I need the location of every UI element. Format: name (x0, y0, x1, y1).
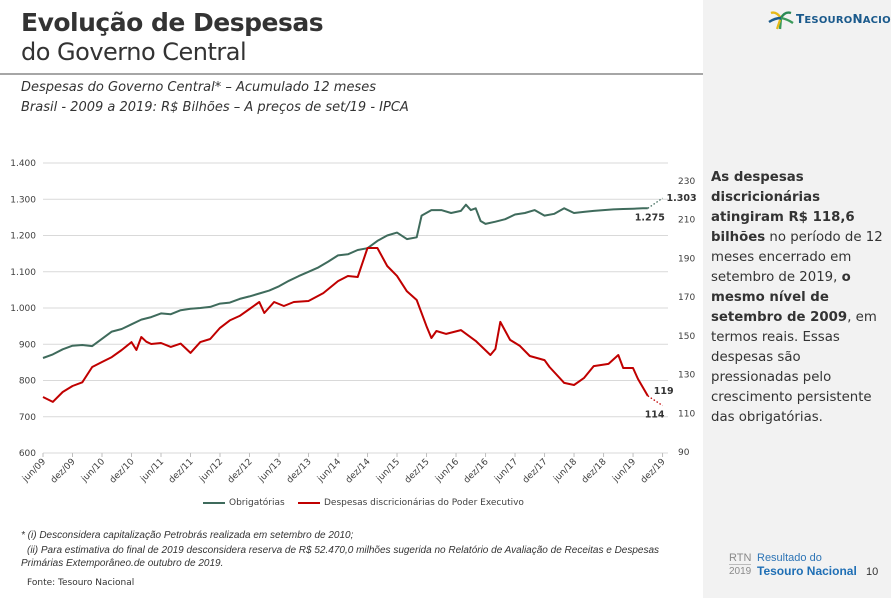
chart-subtitle-2: Brasil - 2009 a 2019: R$ Bilhões – A pre… (21, 100, 409, 115)
legend-swatch-discricionarias (298, 502, 320, 504)
left-axis-tick-label: 1.400 (10, 159, 36, 169)
x-axis-tick-label: jun/10 (79, 457, 107, 485)
chart-subtitle-1: Despesas do Governo Central* – Acumulado… (21, 80, 376, 95)
x-axis-tick-label: dez/18 (580, 457, 609, 486)
projection-line (647, 395, 663, 407)
page-title: Evolução de Despesas (21, 8, 324, 37)
gridlines (43, 162, 668, 454)
series-line-discricionarias (42, 247, 649, 403)
legend-swatch-obrigatorias (203, 502, 225, 504)
data-label-obrigatorias-dez19: 1.303 (667, 193, 697, 204)
palm-star-icon (768, 11, 794, 30)
right-axis-ticks: 90 110 130 150 170 190 210 230 (678, 177, 695, 458)
rtn-year: 2019 (729, 566, 752, 577)
right-axis-tick-label: 90 (678, 448, 690, 458)
x-axis-tick-label: dez/09 (49, 457, 78, 486)
legend-item-obrigatorias: Obrigatórias (203, 498, 285, 508)
x-axis-tick-label: jun/09 (20, 457, 48, 485)
x-axis-tick-label: jun/19 (610, 457, 638, 485)
legend-item-discricionarias: Despesas discricionárias do Poder Execut… (298, 498, 524, 508)
expenses-line-chart: 600 700 800 900 1.000 1.100 1.200 1.300 1.400 90… (10, 159, 697, 486)
legend-label-discricionarias: Despesas discricionárias do Poder Execut… (324, 498, 524, 508)
tesouro-nacional-logo: TESOURONACIONAL (768, 8, 891, 30)
summary-text-1: no período de 12 meses encerrado em sete… (711, 230, 883, 285)
left-axis-tick-label: 1.200 (10, 232, 36, 242)
left-axis-ticks: 600 700 800 900 1.000 1.100 1.200 1.300 1.400 (10, 159, 36, 459)
right-axis-tick-label: 190 (678, 254, 695, 264)
logo-text: TESOURONACIONAL (796, 12, 891, 26)
data-label-obrigatorias-set19: 1.275 (635, 212, 665, 223)
right-axis-tick-label: 170 (678, 293, 695, 303)
legend-label-obrigatorias: Obrigatórias (229, 498, 285, 508)
x-axis: jun/09 dez/09 jun/10 dez/10 jun/11 dez/11 jun/… (20, 453, 668, 486)
summary-text-2: , em termos reais. Essas despesas são pr… (711, 310, 877, 425)
footnote-1: * (i) Desconsidera capitalização Petrobr… (21, 530, 354, 541)
x-axis-tick-label: jun/16 (433, 457, 461, 485)
x-axis-tick-label: dez/12 (226, 457, 255, 486)
x-axis-tick-label: jun/17 (492, 457, 520, 485)
summary-bold-2: o mesmo nível de setembro de 2009 (711, 270, 851, 325)
page-title-line2: do Governo Central (21, 38, 247, 66)
x-axis-tick-label: jun/11 (138, 457, 166, 485)
side-panel (703, 0, 891, 598)
x-axis-tick-label: dez/10 (108, 457, 137, 486)
x-axis-tick-label: dez/19 (639, 457, 668, 486)
source-note: Fonte: Tesouro Nacional (27, 578, 135, 588)
right-axis-tick-label: 230 (678, 177, 695, 187)
right-axis-tick-label: 110 (678, 409, 695, 419)
right-axis-tick-label: 150 (678, 332, 695, 342)
data-label-discricionarias-set19: 119 (654, 386, 674, 397)
x-axis-tick-label: dez/14 (344, 457, 373, 486)
projection-line (647, 197, 663, 209)
x-axis-tick-label: jun/18 (551, 457, 579, 485)
x-axis-tick-label: dez/15 (403, 457, 432, 486)
x-axis-tick-label: jun/14 (315, 457, 343, 485)
series-lines (42, 197, 663, 407)
series-line-obrigatorias (42, 203, 648, 359)
footnote-3: Primárias Extemporâneo.de outubro de 201… (21, 558, 224, 569)
summary-text: As despesas discricionárias atingiram R$… (711, 168, 889, 428)
left-axis-tick-label: 900 (19, 340, 36, 350)
left-axis-tick-label: 800 (19, 377, 36, 387)
left-axis-tick-label: 1.300 (10, 195, 36, 205)
header-divider (0, 73, 703, 75)
x-axis-tick-label: jun/15 (374, 457, 402, 485)
x-axis-tick-label: dez/11 (167, 457, 196, 486)
rtn-label: RTN (729, 552, 752, 565)
rtn-title-1: Resultado do (757, 552, 822, 564)
right-axis-tick-label: 130 (678, 371, 695, 381)
left-axis-tick-label: 600 (19, 449, 36, 459)
x-axis-tick-label: jun/12 (197, 457, 225, 485)
x-axis-tick-label: jun/13 (256, 457, 284, 485)
right-axis-tick-label: 210 (678, 216, 695, 226)
page-number: 10 (866, 566, 879, 578)
rtn-title-2: Tesouro Nacional (757, 564, 857, 578)
x-axis-tick-label: dez/16 (462, 457, 491, 486)
x-axis-tick-label: dez/17 (521, 457, 550, 486)
summary-bold-1: As despesas discricionárias atingiram R$… (711, 170, 855, 245)
x-axis-tick-label: dez/13 (285, 457, 314, 486)
left-axis-tick-label: 1.100 (10, 268, 36, 278)
left-axis-tick-label: 1.000 (10, 304, 36, 314)
footnote-2: (ii) Para estimativa do final de 2019 de… (27, 545, 660, 556)
left-axis-tick-label: 700 (19, 413, 36, 423)
data-label-discricionarias-dez19: 114 (645, 410, 665, 421)
